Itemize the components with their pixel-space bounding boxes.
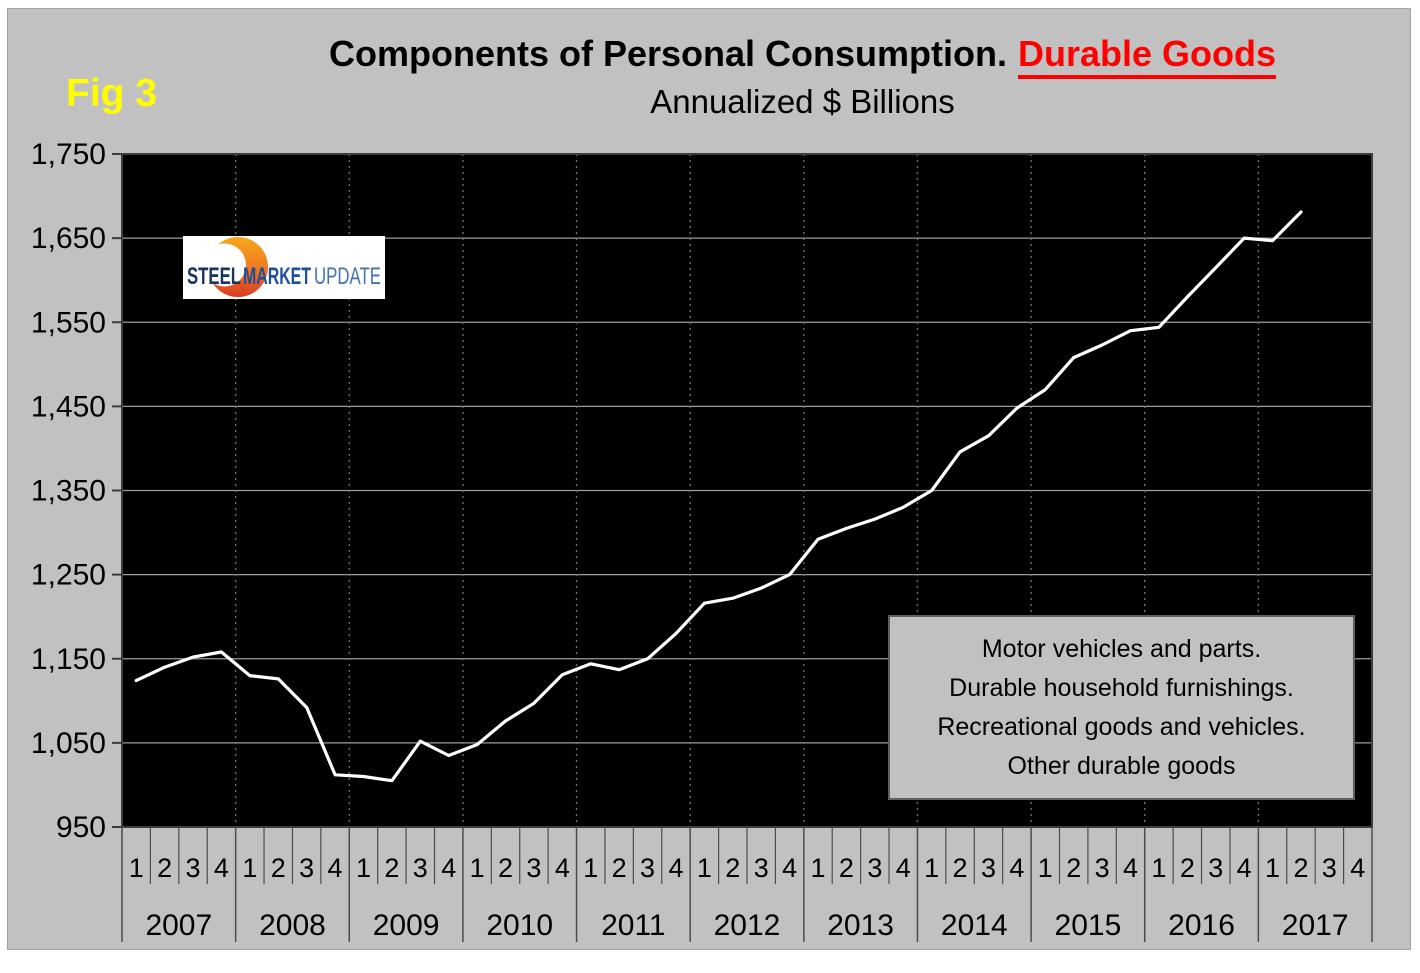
- quarter-label: 2: [1293, 853, 1308, 883]
- quarter-label: 4: [1009, 853, 1024, 883]
- quarter-label: 1: [1038, 853, 1053, 883]
- logo-word-steel: STEEL: [187, 263, 241, 290]
- data-line-durable-goods: [134, 210, 1303, 783]
- quarter-label: 1: [242, 853, 257, 883]
- quarter-label: 3: [640, 853, 655, 883]
- quarter-label: 1: [129, 853, 144, 883]
- figure-label: Fig 3: [66, 72, 158, 115]
- year-label: 2015: [1055, 909, 1122, 942]
- year-label: 2013: [827, 909, 894, 942]
- quarter-label: 3: [1322, 853, 1337, 883]
- quarter-label: 3: [981, 853, 996, 883]
- quarter-label: 4: [328, 853, 343, 883]
- quarter-label: 2: [1066, 853, 1081, 883]
- y-axis-label: 1,450: [31, 390, 106, 423]
- quarter-label: 4: [782, 853, 797, 883]
- quarter-label: 1: [583, 853, 598, 883]
- quarter-label: 2: [839, 853, 854, 883]
- y-axis-label: 1,550: [31, 306, 106, 339]
- quarter-label: 3: [186, 853, 201, 883]
- quarter-label: 2: [384, 853, 399, 883]
- y-axis-label: 1,250: [31, 559, 106, 592]
- quarter-label: 2: [271, 853, 286, 883]
- quarter-label: 3: [299, 853, 314, 883]
- quarter-label: 2: [157, 853, 172, 883]
- quarter-label: 1: [356, 853, 371, 883]
- y-axis-label: 950: [56, 811, 106, 844]
- quarter-label: 1: [924, 853, 939, 883]
- year-label: 2011: [601, 909, 666, 942]
- year-label: 2016: [1168, 909, 1235, 942]
- year-label: 2012: [714, 909, 781, 942]
- legend-line-3: Recreational goods and vehicles.: [937, 712, 1306, 741]
- quarter-label: 1: [1151, 853, 1166, 883]
- quarter-label: 3: [754, 853, 769, 883]
- quarter-label: 2: [498, 853, 513, 883]
- quarter-label: 2: [1180, 853, 1195, 883]
- quarter-label: 4: [1350, 853, 1365, 883]
- chart-title-block: Components of Personal Consumption. Durab…: [200, 33, 1405, 121]
- year-label: 2009: [373, 909, 440, 942]
- legend-line-4: Other durable goods: [1007, 751, 1236, 780]
- quarter-label: 3: [1208, 853, 1223, 883]
- quarter-label: 3: [867, 853, 882, 883]
- quarter-label: 3: [413, 853, 428, 883]
- year-label: 2010: [486, 909, 553, 942]
- quarter-label: 1: [697, 853, 712, 883]
- year-label: 2007: [145, 909, 212, 942]
- y-axis-label: 1,650: [31, 222, 106, 255]
- quarter-label: 4: [214, 853, 229, 883]
- y-axis-label: 1,050: [31, 727, 106, 760]
- quarter-label: 2: [725, 853, 740, 883]
- quarter-label: 3: [1095, 853, 1110, 883]
- year-label: 2008: [259, 909, 326, 942]
- legend-line-1: Motor vehicles and parts.: [981, 634, 1262, 663]
- chart-subtitle: Annualized $ Billions: [650, 83, 955, 120]
- quarter-label: 2: [953, 853, 968, 883]
- quarter-label: 2: [612, 853, 627, 883]
- quarter-label: 1: [470, 853, 485, 883]
- chart-title: Components of Personal Consumption. Durab…: [200, 33, 1405, 79]
- quarter-label: 4: [1123, 853, 1138, 883]
- logo-word-market: MARKET: [243, 263, 311, 290]
- steel-market-update-logo: STEEL MARKET UPDATE: [183, 236, 385, 299]
- year-label: 2014: [941, 909, 1008, 942]
- quarter-label: 1: [1265, 853, 1280, 883]
- year-label: 2017: [1282, 909, 1349, 942]
- logo-crescent-cutout: [203, 243, 246, 287]
- quarter-label: 4: [668, 853, 683, 883]
- legend-line-2: Durable household furnishings.: [949, 673, 1294, 702]
- chart-title-highlight: Durable Goods: [1017, 33, 1277, 79]
- logo-graphic: STEEL MARKET UPDATE: [187, 237, 381, 297]
- y-axis-label: 1,150: [31, 643, 106, 676]
- quarter-label: 1: [811, 853, 826, 883]
- quarter-label: 4: [896, 853, 911, 883]
- quarter-label: 4: [1237, 853, 1252, 883]
- y-axis-label: 1,350: [31, 475, 106, 508]
- y-axis-label: 1,750: [31, 138, 106, 171]
- logo-word-update: UPDATE: [314, 263, 381, 290]
- quarter-label: 3: [526, 853, 541, 883]
- legend: Motor vehicles and parts. Durable househ…: [888, 615, 1355, 800]
- chart-title-main: Components of Personal Consumption.: [328, 33, 1007, 74]
- quarter-label: 4: [555, 853, 570, 883]
- quarter-label: 4: [441, 853, 456, 883]
